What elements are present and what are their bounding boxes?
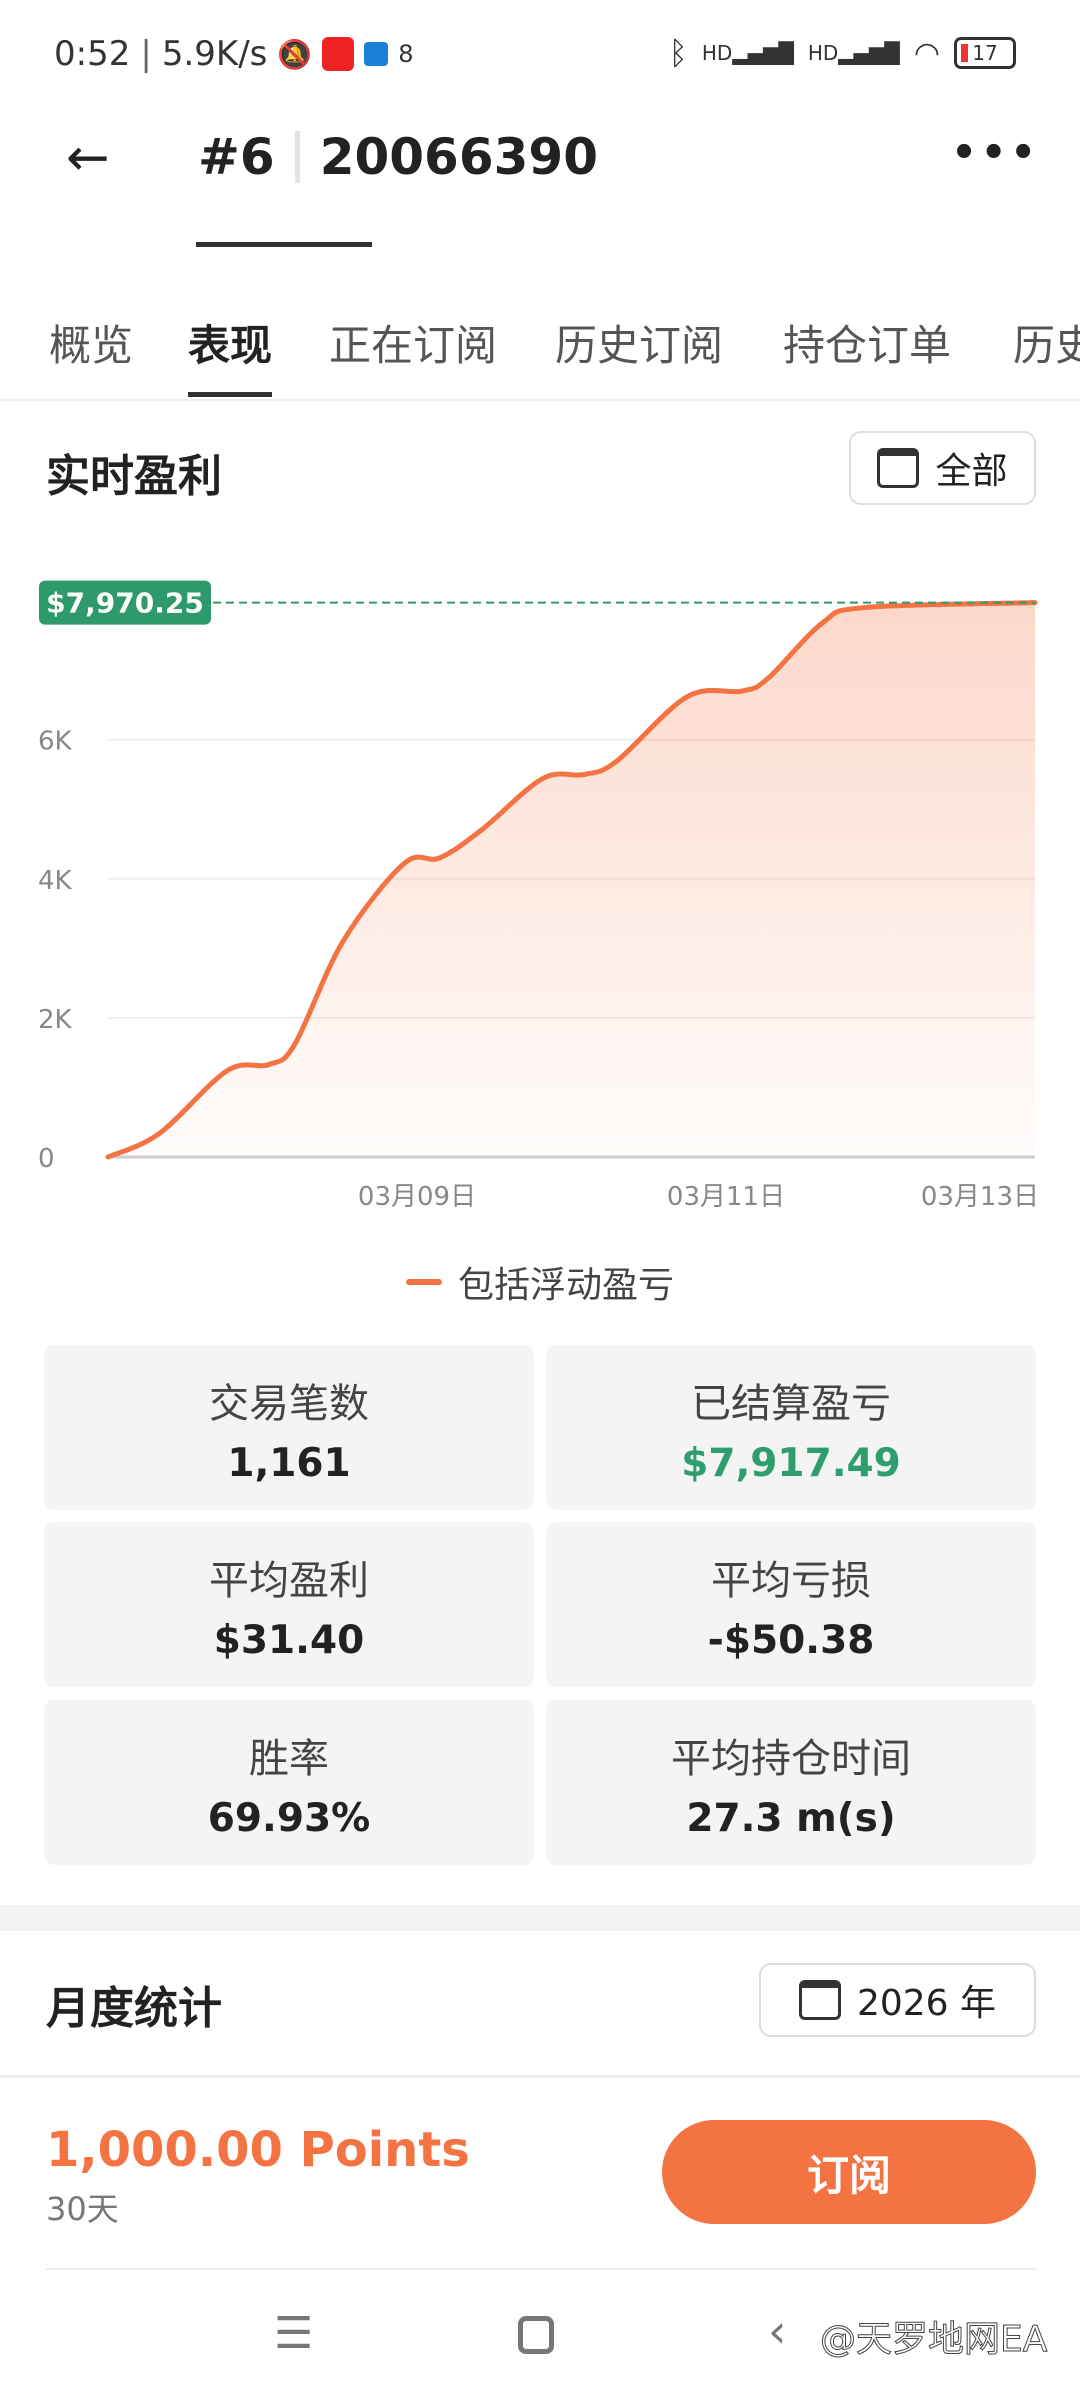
stat-value: -$50.38 xyxy=(707,1618,875,1663)
footer-divider xyxy=(0,2075,1080,2078)
subscription-number: #6 xyxy=(198,128,275,186)
wifi-icon: ◠ xyxy=(913,35,940,71)
nav-home-button[interactable] xyxy=(518,2316,554,2354)
app-notification-icon xyxy=(322,37,355,71)
stat-value: $7,917.49 xyxy=(681,1441,901,1486)
more-button[interactable]: ••• xyxy=(951,130,1040,176)
y-tick-label: 6K xyxy=(38,727,73,757)
profit-chart: 0 2K 4K 6K 03月09日 03月11日 03月13日 $7,970.25 xyxy=(38,580,1039,1212)
x-tick-label: 03月13日 xyxy=(921,1182,1039,1212)
status-icons: ᛒ HD▂▄▆█ HD▂▄▆█ ◠ 17 xyxy=(669,34,1016,72)
stat-label: 胜率 xyxy=(249,1736,329,1782)
stat-card: 胜率 69.93% xyxy=(44,1700,534,1865)
watermark: @天罗地网EA xyxy=(819,2319,1048,2361)
signal-hd-icon: HD▂▄▆█ xyxy=(807,41,900,65)
section-title-profit: 实时盈利 xyxy=(46,451,222,502)
x-tick-label: 03月11日 xyxy=(667,1182,785,1212)
tab-history-subscriptions[interactable]: 历史订阅 xyxy=(555,321,724,370)
period: 30天 xyxy=(46,2190,119,2228)
current-value-label: $7,970.25 xyxy=(46,587,204,620)
stat-label: 已结算盈亏 xyxy=(691,1381,891,1427)
calendar-icon xyxy=(798,1980,841,2020)
price: 1,000.00 Points xyxy=(46,2122,470,2178)
title-underline xyxy=(196,242,372,247)
tab-overview[interactable]: 概览 xyxy=(49,321,134,370)
range-filter-button[interactable]: 全部 xyxy=(849,431,1036,505)
clock: 0:52 xyxy=(54,34,131,74)
current-value-badge xyxy=(39,580,211,625)
y-tick-label: 0 xyxy=(38,1144,55,1174)
status-bar: 0:52 | 5.9K/s 🔕 8 xyxy=(54,34,414,74)
stat-card: 平均盈利 $31.40 xyxy=(44,1522,534,1687)
nav-menu-button[interactable]: ☰ xyxy=(274,2308,314,2359)
title-divider xyxy=(294,131,300,183)
x-tick-label: 03月09日 xyxy=(358,1182,476,1212)
stat-value: 1,161 xyxy=(227,1441,351,1486)
battery-icon: 17 xyxy=(954,37,1016,69)
range-filter-label: 全部 xyxy=(935,451,1008,492)
area-fill xyxy=(108,602,1035,1157)
year-selector[interactable]: 2026 年 xyxy=(759,1963,1036,2037)
stat-label: 平均持仓时间 xyxy=(671,1736,911,1782)
stat-card: 交易笔数 1,161 xyxy=(44,1345,534,1510)
page-title: #6 20066390 xyxy=(198,128,598,186)
outlook-icon xyxy=(364,42,389,66)
tab-history-orders[interactable]: 历史订单 xyxy=(1013,321,1080,370)
tab-bar: 概览 表现 正在订阅 历史订阅 持仓订单 历史订单 xyxy=(0,306,1080,401)
y-tick-label: 2K xyxy=(38,1005,73,1035)
stat-card: 平均亏损 -$50.38 xyxy=(546,1522,1036,1687)
nav-back-button[interactable]: ‹ xyxy=(768,2304,787,2358)
stat-label: 交易笔数 xyxy=(209,1381,369,1427)
stat-value: 69.93% xyxy=(207,1796,371,1841)
stat-value: $31.40 xyxy=(213,1618,365,1663)
section-title-monthly: 月度统计 xyxy=(46,1983,222,2034)
subscribe-button[interactable]: 订阅 xyxy=(662,2120,1036,2224)
stat-label: 平均盈利 xyxy=(209,1558,369,1604)
mute-icon: 🔕 xyxy=(277,37,313,71)
tab-performance[interactable]: 表现 xyxy=(188,312,273,397)
series-line xyxy=(105,600,1038,1160)
network-speed: 5.9K/s xyxy=(161,34,268,74)
tab-open-orders[interactable]: 持仓订单 xyxy=(783,321,952,370)
tab-current-subscriptions[interactable]: 正在订阅 xyxy=(329,321,498,370)
stat-value: 27.3 m(s) xyxy=(686,1796,896,1841)
legend-line-icon xyxy=(405,1279,442,1285)
chart-legend: 包括浮动盈亏 xyxy=(0,1256,1080,1308)
vpn-icon: 8 xyxy=(398,40,414,68)
year-label: 2026 年 xyxy=(856,1983,997,2024)
stat-card: 已结算盈亏 $7,917.49 xyxy=(546,1345,1036,1510)
calendar-icon xyxy=(877,448,920,488)
battery-level: 17 xyxy=(972,41,998,65)
account-number: 20066390 xyxy=(319,128,599,186)
stat-label: 平均亏损 xyxy=(711,1558,871,1604)
bluetooth-icon: ᛒ xyxy=(668,34,688,72)
nav-divider xyxy=(46,2268,1036,2270)
legend-label: 包括浮动盈亏 xyxy=(457,1265,674,1306)
section-divider xyxy=(0,1905,1080,1931)
back-button[interactable]: ← xyxy=(66,128,110,188)
signal-hd-icon: HD▂▄▆█ xyxy=(701,41,794,65)
y-tick-label: 4K xyxy=(38,866,73,896)
stat-card: 平均持仓时间 27.3 m(s) xyxy=(546,1700,1036,1865)
